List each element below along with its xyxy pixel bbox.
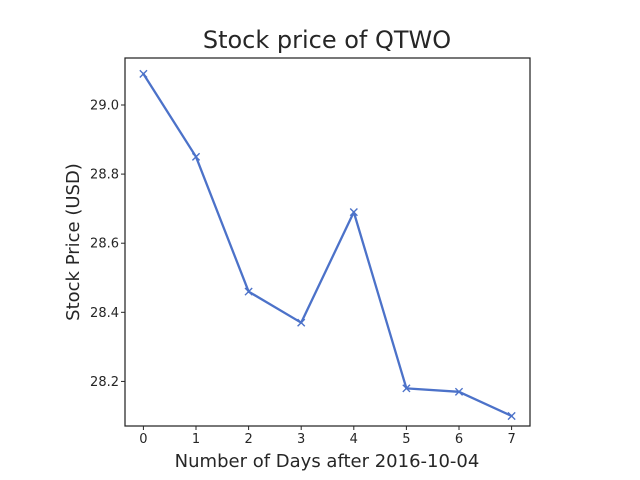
x-tick-label: 4 (350, 432, 358, 447)
x-tick-label: 1 (192, 432, 200, 447)
y-tick-label: 29.0 (90, 98, 119, 113)
y-axis-ticks: 28.2 28.4 28.6 28.8 29.0 (90, 98, 125, 390)
plot-area-frame (124, 57, 531, 427)
y-tick-label: 28.6 (90, 237, 119, 252)
data-point-marker (139, 69, 148, 78)
data-point-marker (402, 384, 411, 393)
series-layer (139, 69, 516, 421)
data-point-marker (297, 318, 306, 327)
chart-title: Stock price of QTWO (203, 26, 451, 54)
x-tick-label: 0 (139, 432, 147, 447)
data-point-marker (244, 287, 253, 296)
x-tick-label: 3 (297, 432, 305, 447)
x-tick-label: 6 (455, 432, 463, 447)
data-point-marker (349, 208, 358, 217)
x-tick-label: 5 (402, 432, 410, 447)
x-axis-ticks: 0 1 2 3 4 5 6 7 (139, 426, 516, 447)
data-point-marker (454, 387, 464, 396)
y-tick-label: 28.2 (90, 375, 119, 390)
y-tick-label: 28.4 (90, 306, 119, 321)
y-tick-label: 28.8 (90, 168, 119, 183)
x-tick-label: 7 (507, 432, 515, 447)
y-axis-title: Stock Price (USD) (63, 163, 84, 321)
x-axis-title: Number of Days after 2016-10-04 (175, 451, 480, 472)
series-line (142, 72, 513, 418)
data-point-marker (191, 152, 201, 161)
data-point-marker (507, 411, 516, 421)
x-tick-label: 2 (244, 432, 252, 447)
